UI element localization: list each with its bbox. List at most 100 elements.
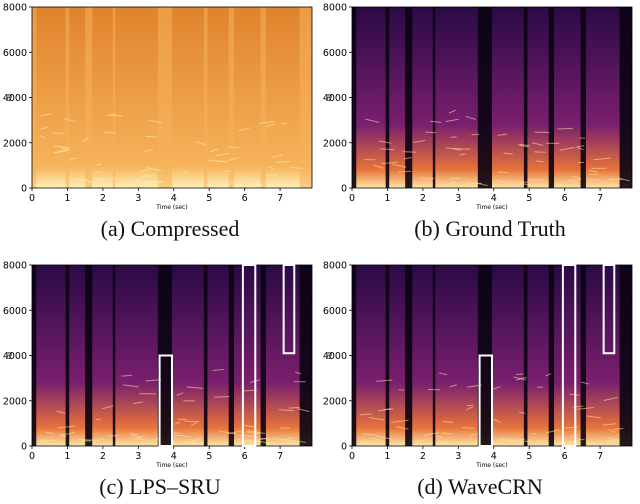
x-tick-label: 5 xyxy=(206,193,212,204)
silence-band xyxy=(203,7,208,188)
harmonic-streak xyxy=(466,406,474,411)
harmonic-streak xyxy=(243,424,255,428)
harmonic-streak xyxy=(446,147,462,151)
harmonic-streak xyxy=(290,166,304,169)
harmonic-streak xyxy=(63,118,77,123)
highlight-box xyxy=(602,264,616,355)
silence-band xyxy=(580,265,586,446)
harmonic-streak xyxy=(246,431,260,435)
y-tick-label: 8000 xyxy=(3,3,27,14)
harmonic-streak xyxy=(563,440,574,443)
harmonic-streak xyxy=(379,140,392,144)
harmonic-streak xyxy=(413,139,426,144)
harmonic-streak xyxy=(140,168,151,172)
harmonic-streak xyxy=(498,437,515,440)
harmonic-streak xyxy=(391,419,409,423)
caption-lps-sru: (c) LPS–SRU xyxy=(99,474,221,499)
harmonic-streak xyxy=(613,427,624,430)
harmonic-streak xyxy=(496,179,509,184)
caption-compressed: (a) Compressed xyxy=(100,216,240,241)
silence-band xyxy=(580,7,586,188)
x-tick-label: 2 xyxy=(420,193,426,204)
harmonic-streak xyxy=(513,376,527,381)
y-tick-label: 4000 xyxy=(323,93,347,104)
silence-band xyxy=(112,7,116,188)
harmonic-streak xyxy=(145,166,162,171)
harmonic-streak xyxy=(57,425,76,429)
harmonic-streak xyxy=(288,406,300,409)
y-tick-label: 4000 xyxy=(3,351,27,362)
silence-band xyxy=(203,265,208,446)
harmonic-streak xyxy=(45,431,55,435)
harmonic-streak xyxy=(77,439,96,441)
y-tick-label: 0 xyxy=(21,184,27,195)
harmonic-streak xyxy=(545,373,552,377)
x-tick-label: 7 xyxy=(597,451,603,462)
harmonic-streak xyxy=(557,127,573,130)
harmonic-streak xyxy=(445,118,459,123)
x-tick-label: 2 xyxy=(100,451,106,462)
harmonic-streak xyxy=(440,432,453,435)
highlight-box xyxy=(478,354,494,447)
harmonic-streak xyxy=(110,112,117,116)
harmonic-streak xyxy=(556,182,566,187)
y-tick-label: 2000 xyxy=(323,396,347,407)
harmonic-streak xyxy=(176,392,184,396)
harmonic-streak xyxy=(145,135,158,138)
harmonic-streak xyxy=(396,426,409,430)
harmonic-streak xyxy=(517,144,529,148)
harmonic-streak xyxy=(586,415,602,419)
harmonic-streak xyxy=(280,427,291,429)
silence-band xyxy=(228,265,235,446)
y-axis-label: Hz xyxy=(327,94,334,102)
silence-band xyxy=(385,265,390,446)
silence-band xyxy=(619,7,632,188)
y-tick-label: 6000 xyxy=(323,48,347,59)
harmonic-streak xyxy=(61,431,75,436)
harmonic-streak xyxy=(148,119,162,124)
harmonic-streak xyxy=(577,145,584,148)
harmonic-streak xyxy=(593,157,611,161)
highlight-box xyxy=(241,264,257,447)
harmonic-streak xyxy=(587,178,602,182)
harmonic-streak xyxy=(182,440,199,445)
harmonic-streak xyxy=(359,413,373,416)
harmonic-streak xyxy=(137,438,147,441)
harmonic-streak xyxy=(268,165,275,170)
y-axis-label: Hz xyxy=(327,352,334,360)
harmonic-streak xyxy=(258,120,275,124)
silence-band xyxy=(299,7,312,188)
harmonic-streak xyxy=(145,379,162,382)
harmonic-streak xyxy=(507,438,523,442)
harmonic-streak xyxy=(360,440,374,446)
harmonic-streak xyxy=(150,437,160,442)
x-axis-label: Time (sec) xyxy=(475,204,507,211)
harmonic-streak xyxy=(372,164,385,169)
harmonic-streak xyxy=(379,148,395,151)
panel-compressed: 8000 6000 4000 2000 0 0 1 2 3 4 5 6 7 Time (sec) Hz (a… xyxy=(0,0,320,252)
silence-band xyxy=(352,7,357,188)
harmonic-streak xyxy=(519,144,530,147)
panel-wavecrn: 8000 6000 4000 2000 0 0 1 2 3 4 5 6 7 Time (sec) Hz (d… xyxy=(320,258,640,504)
spectrogram-wavecrn: 8000 6000 4000 2000 00 1 2 3 4 5 6 7 Time (sec) Hz xyxy=(323,261,633,469)
x-tick-label: 1 xyxy=(384,193,390,204)
harmonic-streak xyxy=(131,178,142,183)
harmonic-streak xyxy=(376,379,393,382)
silence-band xyxy=(65,265,70,446)
harmonic-streak xyxy=(133,435,145,440)
x-tick-label: 0 xyxy=(349,193,355,204)
x-tick-label: 2 xyxy=(420,451,426,462)
harmonic-streak xyxy=(430,120,442,123)
harmonic-streak xyxy=(140,174,153,178)
harmonic-streak xyxy=(55,181,67,186)
harmonic-streak xyxy=(365,118,380,123)
x-tick-label: 5 xyxy=(206,451,212,462)
silence-band xyxy=(85,7,93,188)
harmonic-streak xyxy=(603,396,618,402)
x-tick-label: 5 xyxy=(526,451,532,462)
harmonic-streak xyxy=(567,179,580,182)
harmonic-streak xyxy=(402,151,417,153)
harmonic-streak xyxy=(173,432,181,435)
harmonic-streak xyxy=(195,141,207,146)
y-tick-label: 4000 xyxy=(323,351,347,362)
